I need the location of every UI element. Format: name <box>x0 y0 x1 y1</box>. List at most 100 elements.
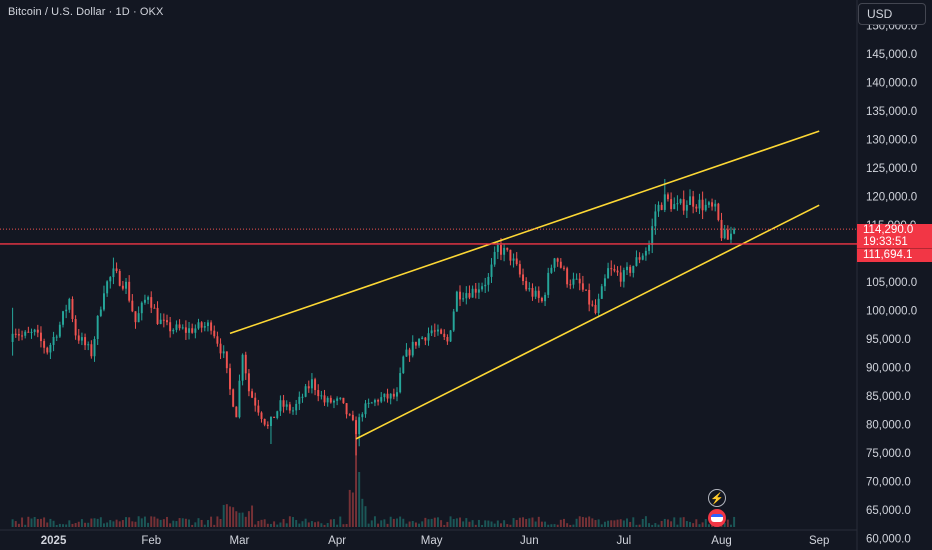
currency-button[interactable]: USD <box>858 3 926 25</box>
volume-bar <box>162 519 165 527</box>
candle-body <box>310 379 313 389</box>
candle-body <box>52 337 55 345</box>
volume-bar <box>263 519 266 527</box>
volume-bar <box>43 517 46 527</box>
volume-bar <box>408 521 411 527</box>
candle-body <box>632 265 635 273</box>
volume-bar <box>282 519 285 527</box>
volume-bar <box>276 524 279 527</box>
candle-body <box>544 294 547 302</box>
candle-body <box>528 288 531 290</box>
candle-body <box>666 194 669 200</box>
volume-bar <box>503 520 506 527</box>
candle-body <box>622 270 625 282</box>
candle-body <box>726 229 729 240</box>
candle-body <box>172 329 175 332</box>
volume-bar <box>118 521 121 527</box>
volume-bar <box>531 517 534 527</box>
candle-body <box>361 414 364 418</box>
volume-bar <box>468 521 471 527</box>
trendline-1[interactable] <box>229 130 820 335</box>
volume-bar <box>241 512 244 527</box>
candle-body <box>635 257 638 266</box>
volume-bar <box>733 516 736 527</box>
candle-body <box>46 347 49 353</box>
volume-bar <box>348 489 351 527</box>
y-tick-label: 135,000.0 <box>866 106 917 118</box>
trendline-2[interactable] <box>355 204 820 440</box>
y-tick-label: 100,000.0 <box>866 306 917 318</box>
candle-body <box>257 405 260 413</box>
candle-body <box>128 281 131 301</box>
volume-bar <box>364 506 367 527</box>
volume-bar <box>651 524 654 527</box>
volume-bar <box>619 519 622 527</box>
candle-body <box>288 404 291 411</box>
volume-bar <box>641 518 644 527</box>
candle-body <box>191 328 194 333</box>
candle-body <box>24 331 27 336</box>
volume-bar <box>540 521 543 527</box>
candle-body <box>279 400 282 412</box>
candle-body <box>714 203 717 207</box>
candle-body <box>358 417 361 435</box>
volume-bar <box>537 516 540 527</box>
candle-body <box>534 290 537 297</box>
volume-bar <box>490 521 493 527</box>
candle-body <box>355 420 358 435</box>
candle-body <box>487 276 490 285</box>
volume-bar <box>21 517 24 527</box>
volume-bar <box>613 520 616 527</box>
volume-bar <box>563 518 565 527</box>
volume-bar <box>326 523 329 527</box>
volume-bar <box>462 521 465 527</box>
candle-body <box>525 281 528 290</box>
candle-body <box>509 249 512 261</box>
chart-title: Bitcoin / U.S. Dollar · 1D · OKX <box>8 6 164 18</box>
volume-bar <box>244 516 247 527</box>
candle-body <box>298 396 301 404</box>
y-tick-label: 150,000.0 <box>866 21 917 33</box>
volume-bar <box>666 519 669 527</box>
us-flag-event-icon[interactable] <box>708 509 726 527</box>
candle-body <box>194 328 197 333</box>
candle-body <box>729 233 732 240</box>
candle-body <box>443 333 446 337</box>
candle-body <box>695 206 698 209</box>
candle-body <box>698 199 701 209</box>
candle-body <box>490 264 493 277</box>
volume-bar <box>707 524 710 527</box>
volume-bar <box>304 518 307 527</box>
volume-bar <box>528 518 531 527</box>
candle-body <box>392 393 395 397</box>
y-tick-label: 145,000.0 <box>866 49 917 61</box>
candle-body <box>62 311 64 325</box>
y-tick-label: 65,000.0 <box>866 505 911 517</box>
y-tick-label: 105,000.0 <box>866 277 917 289</box>
candle-body <box>616 270 619 273</box>
candle-body <box>112 268 115 278</box>
volume-bar <box>115 519 118 527</box>
volume-bar <box>386 523 389 527</box>
volume-bar <box>367 523 370 527</box>
volume-bar <box>679 517 682 527</box>
volume-bar <box>370 520 373 527</box>
volume-bar <box>156 518 159 527</box>
volume-bar <box>310 521 313 527</box>
candle-body <box>563 267 565 269</box>
volume-bar <box>380 520 383 527</box>
candle-body <box>266 424 269 427</box>
candle-body <box>648 245 651 251</box>
volume-bar <box>544 521 547 527</box>
volume-bar <box>496 520 499 527</box>
candle-body <box>547 272 550 295</box>
volume-bar <box>301 521 304 527</box>
volume-bar <box>493 523 496 527</box>
volume-bar <box>62 524 64 527</box>
candle-body <box>247 373 250 392</box>
volume-bar <box>96 518 99 527</box>
lightning-event-icon[interactable]: ⚡ <box>708 489 726 507</box>
candle-body <box>58 324 61 337</box>
volume-bar <box>506 524 509 527</box>
